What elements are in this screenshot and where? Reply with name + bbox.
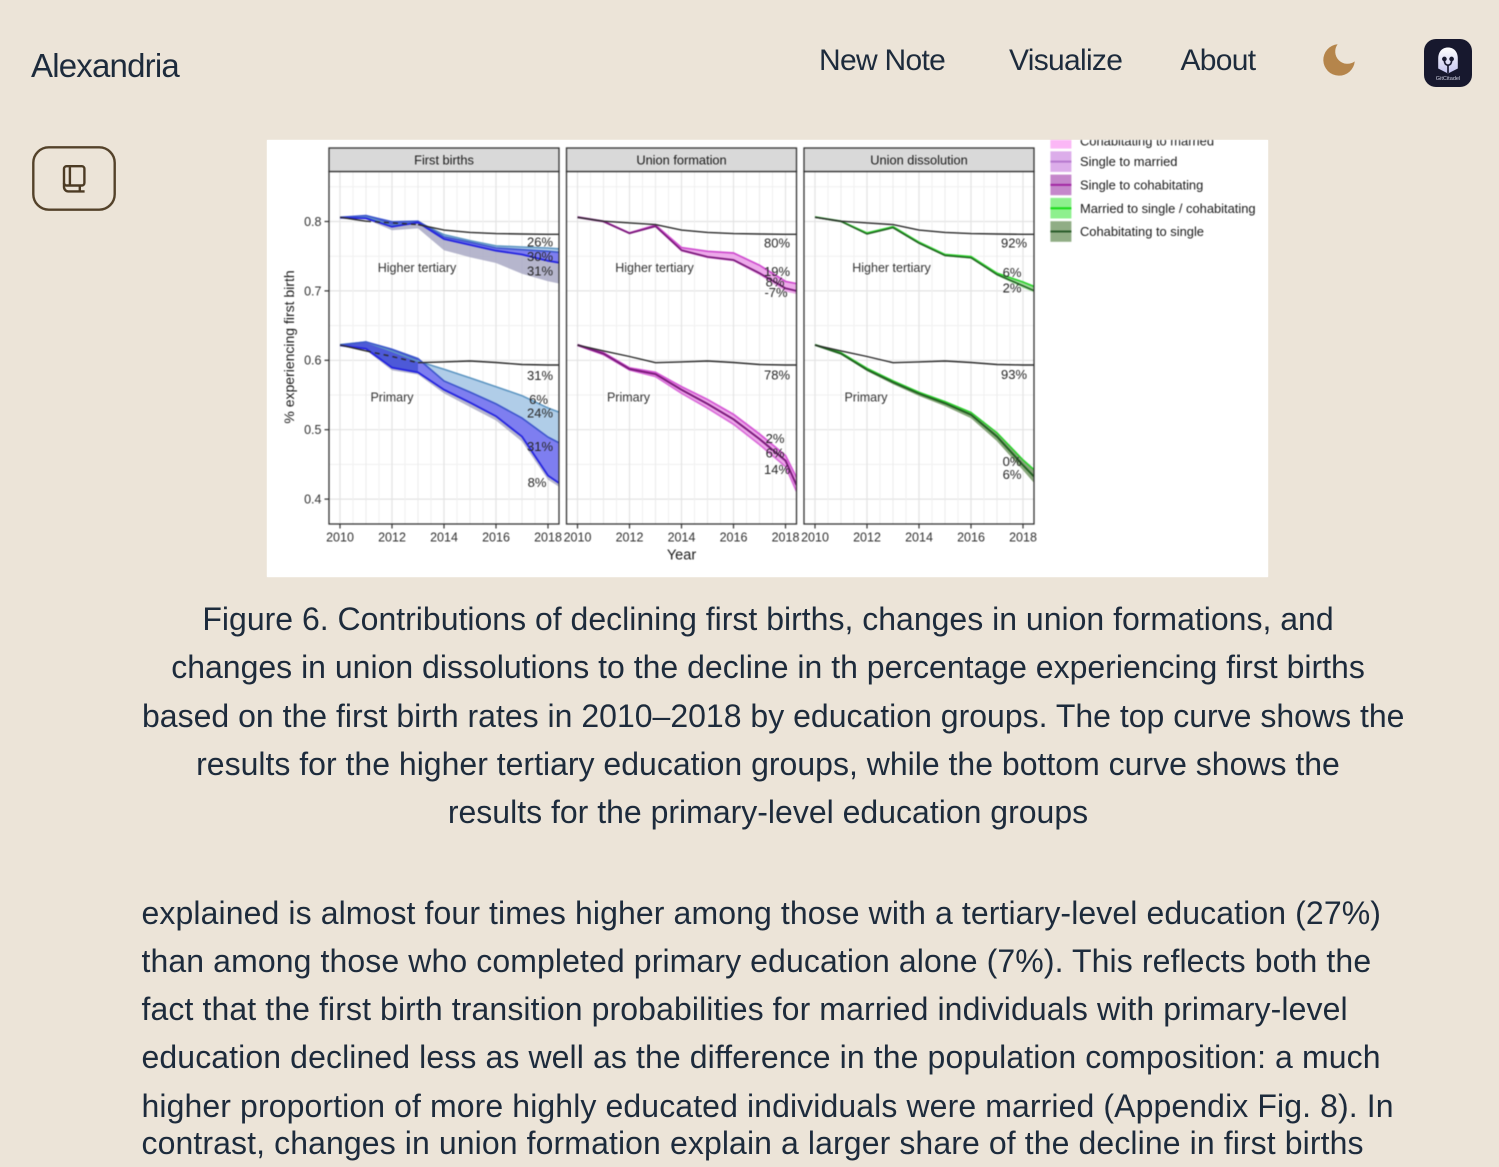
svg-text:0.5: 0.5 — [304, 423, 321, 437]
svg-text:Single to married: Single to married — [1080, 154, 1177, 169]
svg-text:GitCitadel: GitCitadel — [1436, 76, 1461, 82]
svg-text:92%: 92% — [1001, 235, 1027, 250]
svg-text:Cohabitating to married: Cohabitating to married — [1080, 140, 1214, 149]
svg-text:2014: 2014 — [668, 531, 696, 545]
svg-text:Higher tertiary: Higher tertiary — [615, 261, 694, 275]
svg-text:Primary: Primary — [370, 390, 414, 404]
svg-text:2012: 2012 — [378, 531, 406, 545]
svg-text:-7%: -7% — [764, 285, 788, 300]
svg-text:14%: 14% — [764, 462, 790, 477]
svg-text:% experiencing first birth: % experiencing first birth — [281, 270, 297, 423]
svg-text:First births: First births — [414, 152, 474, 167]
svg-text:2018: 2018 — [534, 531, 562, 545]
svg-text:31%: 31% — [527, 439, 553, 454]
svg-text:2012: 2012 — [616, 531, 644, 545]
svg-text:0%: 0% — [1003, 454, 1022, 469]
svg-text:2016: 2016 — [720, 531, 748, 545]
svg-text:2010: 2010 — [326, 531, 354, 545]
svg-text:0.7: 0.7 — [304, 284, 321, 298]
svg-text:31%: 31% — [527, 264, 553, 279]
svg-text:Married to single / cohabitati: Married to single / cohabitating — [1080, 201, 1256, 216]
svg-text:Primary: Primary — [844, 390, 888, 404]
svg-text:Primary: Primary — [607, 390, 651, 404]
svg-text:2%: 2% — [1003, 281, 1022, 296]
svg-text:6%: 6% — [766, 445, 785, 460]
svg-text:0.4: 0.4 — [304, 493, 321, 507]
svg-text:0.6: 0.6 — [304, 354, 321, 368]
svg-text:2012: 2012 — [853, 531, 881, 545]
svg-text:Union dissolution: Union dissolution — [870, 152, 967, 167]
svg-text:2018: 2018 — [1009, 531, 1037, 545]
svg-text:0.8: 0.8 — [304, 215, 321, 229]
svg-text:24%: 24% — [527, 405, 553, 420]
svg-text:8%: 8% — [766, 275, 785, 290]
svg-text:2010: 2010 — [564, 531, 592, 545]
svg-text:31%: 31% — [527, 368, 553, 383]
svg-text:2014: 2014 — [430, 531, 458, 545]
svg-text:2018: 2018 — [772, 531, 800, 545]
svg-text:26%: 26% — [527, 235, 553, 250]
svg-text:6%: 6% — [1003, 265, 1022, 280]
svg-text:Cohabitating to single: Cohabitating to single — [1080, 224, 1204, 239]
svg-text:80%: 80% — [764, 235, 790, 250]
svg-text:78%: 78% — [764, 367, 790, 382]
svg-text:19%: 19% — [764, 264, 790, 279]
svg-text:30%: 30% — [527, 249, 553, 264]
svg-text:Year: Year — [667, 548, 696, 564]
svg-text:6%: 6% — [529, 392, 548, 407]
svg-text:8%: 8% — [528, 475, 547, 490]
svg-text:2014: 2014 — [905, 531, 933, 545]
svg-text:Single to cohabitating: Single to cohabitating — [1080, 178, 1203, 193]
svg-text:2010: 2010 — [801, 531, 829, 545]
svg-text:2%: 2% — [766, 431, 785, 446]
svg-text:Union formation: Union formation — [636, 152, 726, 167]
svg-text:6%: 6% — [1003, 467, 1022, 482]
svg-text:Higher tertiary: Higher tertiary — [378, 261, 457, 275]
svg-text:93%: 93% — [1001, 367, 1027, 382]
svg-text:Higher tertiary: Higher tertiary — [852, 261, 931, 275]
svg-text:2016: 2016 — [957, 531, 985, 545]
svg-text:2016: 2016 — [482, 531, 510, 545]
